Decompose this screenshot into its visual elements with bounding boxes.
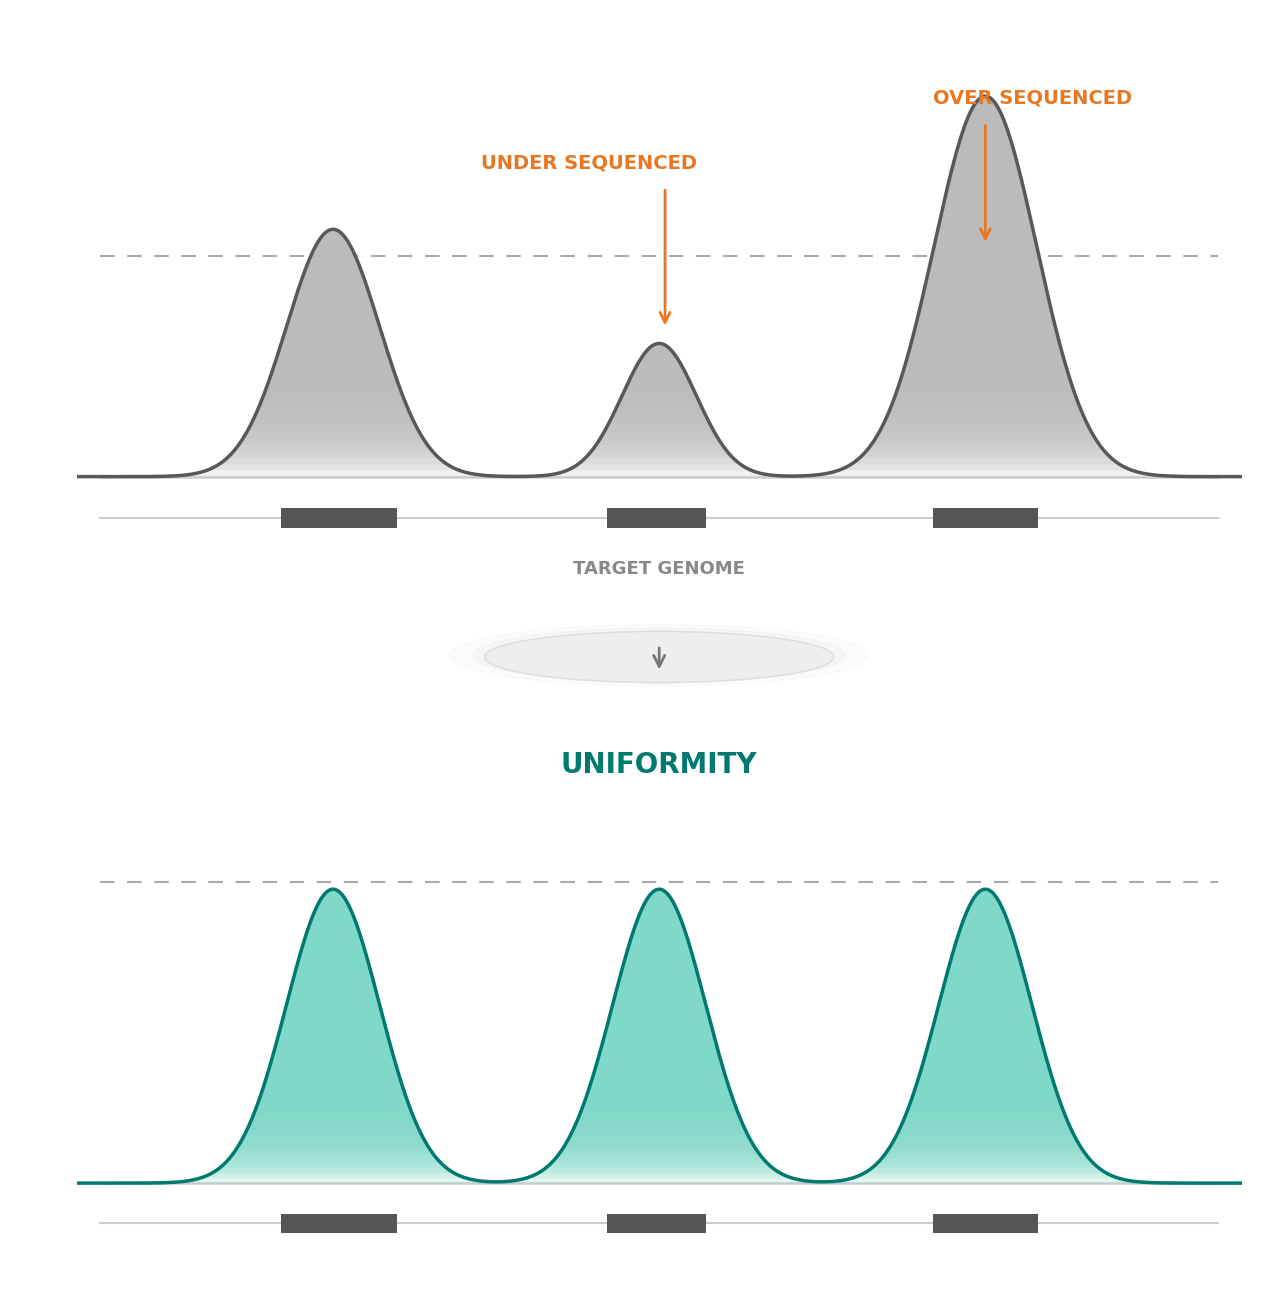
Text: UNIFORMITY: UNIFORMITY bbox=[561, 751, 758, 779]
Circle shape bbox=[449, 624, 869, 686]
Bar bbox=[607, 509, 705, 528]
Text: OVER SEQUENCED: OVER SEQUENCED bbox=[933, 88, 1132, 108]
Circle shape bbox=[472, 628, 846, 683]
Text: UNDER SEQUENCED: UNDER SEQUENCED bbox=[481, 154, 698, 172]
Bar bbox=[933, 1214, 1038, 1233]
Circle shape bbox=[497, 631, 822, 679]
Bar bbox=[280, 509, 397, 528]
Text: TARGET GENOME: TARGET GENOME bbox=[573, 561, 745, 579]
Circle shape bbox=[484, 631, 835, 683]
Bar bbox=[280, 1214, 397, 1233]
Bar bbox=[933, 509, 1038, 528]
Bar bbox=[607, 1214, 705, 1233]
